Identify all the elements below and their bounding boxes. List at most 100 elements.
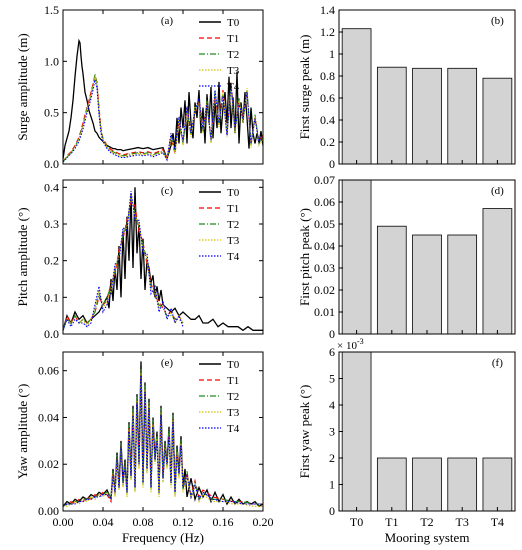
y-axis-label: Yaw amplitude (°) <box>15 384 30 480</box>
bar-t2 <box>412 67 442 165</box>
bar-t3 <box>447 457 478 512</box>
y-tick-label: 0.4 <box>320 113 335 127</box>
series-line-t4 <box>62 190 184 331</box>
y-tick-label: 0.05 <box>314 217 335 231</box>
bar-t4 <box>482 77 513 165</box>
y-tick-label: 1.5 <box>44 3 59 17</box>
legend-label-t3: T3 <box>227 235 240 247</box>
y-scale-base: × 10 <box>337 340 357 352</box>
plot-frame <box>338 9 516 165</box>
panel-f: T0 T1 T2 T3 T4 0 1 2 3 4 5 6 × 10-3 (f) First yaw peak… <box>297 337 516 545</box>
bar-t0 <box>341 179 372 335</box>
y-tick-label: 0 <box>329 327 335 341</box>
y-tick-label: 0.06 <box>314 195 335 209</box>
y-tick-label: 0.01 <box>314 305 335 319</box>
y-tick-label: 5 <box>329 372 335 386</box>
legend-label-t4: T4 <box>227 251 240 263</box>
y-tick-label: 0.2 <box>320 135 335 149</box>
x-tick-label: 0.16 <box>213 515 234 529</box>
legend-label-t2: T2 <box>227 49 239 61</box>
y-tick-label: 1 <box>329 47 335 61</box>
panel-label: (e) <box>161 357 174 369</box>
legend-label-t1: T1 <box>227 33 239 45</box>
plot-frame <box>62 351 264 512</box>
series-line-t4 <box>62 375 263 507</box>
y-tick-label: 0.00 <box>38 504 59 518</box>
x-tick-label: 0.04 <box>93 515 114 529</box>
y-tick-label: 0.2 <box>44 254 59 268</box>
series-line-t3 <box>62 194 184 331</box>
bar-t1 <box>376 66 407 165</box>
panel-label: (b) <box>491 15 504 27</box>
x-axis-label: Frequency (Hz) <box>122 530 204 545</box>
bar-t3 <box>447 67 478 165</box>
y-tick-label: 0 <box>329 157 335 171</box>
bar-t0 <box>341 28 372 165</box>
panel-a: 0.0 0.5 1.0 1.5 T0 T1 T2 T3 T4 (a) Surge amplitude… <box>15 3 264 171</box>
y-tick-label: 1.2 <box>320 25 335 39</box>
bar-t3 <box>447 234 478 335</box>
series-line-t4 <box>62 79 264 163</box>
y-tick-label: 0.5 <box>44 106 59 120</box>
plot-frame <box>62 9 264 165</box>
y-tick-label: 0.8 <box>320 69 335 83</box>
bar-t2 <box>412 234 442 335</box>
y-tick-label: 3 <box>329 425 335 439</box>
x-tick-label: T1 <box>385 515 398 529</box>
y-tick-label: 0.02 <box>38 457 59 471</box>
y-tick-label: 0.1 <box>44 290 59 304</box>
y-tick-label: 0.04 <box>38 410 59 424</box>
series-line-t2 <box>62 368 263 507</box>
y-tick-label: 0.0 <box>44 327 59 341</box>
panel-e: 0.00 0.02 0.04 0.06 0.00 0.04 0.08 0.12 0.16 0.20… <box>15 351 274 545</box>
panel-label: (d) <box>491 185 504 197</box>
y-tick-label: 0.02 <box>314 283 335 297</box>
y-tick-label: 1.0 <box>44 54 59 68</box>
bar-t2 <box>412 457 442 512</box>
y-axis-label: Pitch amplitude (°) <box>15 207 30 306</box>
bar-t1 <box>376 457 407 512</box>
x-tick-label: 0.12 <box>173 515 194 529</box>
x-tick-label: T2 <box>420 515 433 529</box>
x-tick-label: T0 <box>350 515 363 529</box>
series-line-t3 <box>62 75 264 163</box>
y-tick-label: 0.03 <box>314 261 335 275</box>
x-tick-label: 0.00 <box>53 515 74 529</box>
y-tick-label: 0.6 <box>320 91 335 105</box>
y-tick-label: 0.4 <box>44 180 59 194</box>
series-line-t2 <box>62 198 184 331</box>
bar-t4 <box>482 457 513 512</box>
x-tick-label: T4 <box>491 515 504 529</box>
legend-label-t4: T4 <box>227 423 240 435</box>
legend-label-t2: T2 <box>227 219 239 231</box>
y-tick-label: 1 <box>329 478 335 492</box>
x-tick-label: 0.20 <box>253 515 274 529</box>
plot-frame <box>62 179 264 335</box>
x-tick-label: T3 <box>456 515 469 529</box>
panel-d: 0 0.01 0.02 0.03 0.04 0.05 0.06 0.07 (d) First pi… <box>297 173 516 341</box>
panel-b: 0 0.2 0.4 0.6 0.8 1 1.2 1.4 (b) First surge peak … <box>297 3 516 171</box>
y-tick-label: 0.04 <box>314 239 335 253</box>
panel-label: (f) <box>492 357 503 369</box>
legend-label-t4: T4 <box>227 81 240 93</box>
y-scale-multiplier: × 10-3 <box>337 337 364 352</box>
panel-label: (c) <box>161 185 174 197</box>
y-axis-label: First yaw peak (°) <box>297 385 312 479</box>
legend-label-t0: T0 <box>227 187 240 199</box>
y-tick-label: 0.0 <box>44 157 59 171</box>
panel-label: (a) <box>161 15 174 27</box>
bar-t4 <box>482 208 513 335</box>
y-tick-label: 1.4 <box>320 3 335 17</box>
legend-label-t2: T2 <box>227 391 239 403</box>
x-axis-label: Mooring system <box>385 530 470 545</box>
x-tick-label: 0.08 <box>133 515 154 529</box>
series-line-t2 <box>62 73 264 163</box>
y-tick-label: 0.06 <box>38 364 59 378</box>
legend-label-t0: T0 <box>227 359 240 371</box>
y-tick-label: 0.07 <box>314 173 335 187</box>
legend-label-t3: T3 <box>227 65 240 77</box>
y-scale-exponent: -3 <box>357 337 364 346</box>
y-tick-label: 0.3 <box>44 217 59 231</box>
legend-label-t3: T3 <box>227 407 240 419</box>
